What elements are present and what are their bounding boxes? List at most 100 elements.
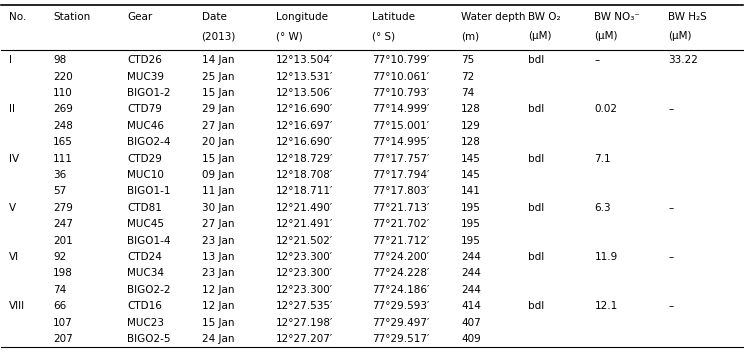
Text: CTD29: CTD29 xyxy=(127,153,162,164)
Text: 244: 244 xyxy=(461,285,481,295)
Text: 247: 247 xyxy=(54,219,73,229)
Text: 111: 111 xyxy=(54,153,73,164)
Text: 145: 145 xyxy=(461,153,481,164)
Text: 20 Jan: 20 Jan xyxy=(202,137,234,147)
Text: 12°27.207′: 12°27.207′ xyxy=(275,334,333,344)
Text: 23 Jan: 23 Jan xyxy=(202,268,234,278)
Text: 77°21.713′: 77°21.713′ xyxy=(372,203,429,213)
Text: V: V xyxy=(9,203,16,213)
Text: –: – xyxy=(669,203,674,213)
Text: 198: 198 xyxy=(54,268,73,278)
Text: 12°21.502′: 12°21.502′ xyxy=(275,235,333,246)
Text: 407: 407 xyxy=(461,318,481,327)
Text: 12°18.708′: 12°18.708′ xyxy=(275,170,333,180)
Text: 12°13.506′: 12°13.506′ xyxy=(275,88,333,98)
Text: IV: IV xyxy=(9,153,19,164)
Text: 269: 269 xyxy=(54,105,73,114)
Text: 77°14.999′: 77°14.999′ xyxy=(372,105,429,114)
Text: 77°15.001′: 77°15.001′ xyxy=(372,121,429,131)
Text: CTD79: CTD79 xyxy=(127,105,162,114)
Text: 244: 244 xyxy=(461,268,481,278)
Text: 279: 279 xyxy=(54,203,73,213)
Text: 12°27.535′: 12°27.535′ xyxy=(275,301,333,311)
Text: 12°23.300′: 12°23.300′ xyxy=(275,285,333,295)
Text: 12°27.198′: 12°27.198′ xyxy=(275,318,333,327)
Text: BIGO2-2: BIGO2-2 xyxy=(127,285,171,295)
Text: CTD16: CTD16 xyxy=(127,301,162,311)
Text: 12°18.711′: 12°18.711′ xyxy=(275,186,333,196)
Text: MUC45: MUC45 xyxy=(127,219,164,229)
Text: CTD24: CTD24 xyxy=(127,252,162,262)
Text: 12°21.490′: 12°21.490′ xyxy=(275,203,333,213)
Text: 11.9: 11.9 xyxy=(594,252,618,262)
Text: 77°10.061′: 77°10.061′ xyxy=(372,71,429,82)
Text: BIGO2-4: BIGO2-4 xyxy=(127,137,171,147)
Text: 195: 195 xyxy=(461,235,481,246)
Text: BW NO₃⁻: BW NO₃⁻ xyxy=(594,12,641,22)
Text: 145: 145 xyxy=(461,170,481,180)
Text: 30 Jan: 30 Jan xyxy=(202,203,234,213)
Text: bdl: bdl xyxy=(527,153,544,164)
Text: bdl: bdl xyxy=(527,252,544,262)
Text: (2013): (2013) xyxy=(202,31,236,41)
Text: 77°21.702′: 77°21.702′ xyxy=(372,219,429,229)
Text: –: – xyxy=(594,55,600,65)
Text: 09 Jan: 09 Jan xyxy=(202,170,234,180)
Text: 23 Jan: 23 Jan xyxy=(202,235,234,246)
Text: Longitude: Longitude xyxy=(275,12,327,22)
Text: 244: 244 xyxy=(461,252,481,262)
Text: –: – xyxy=(669,301,674,311)
Text: 128: 128 xyxy=(461,137,481,147)
Text: 11 Jan: 11 Jan xyxy=(202,186,234,196)
Text: VIII: VIII xyxy=(9,301,25,311)
Text: (° W): (° W) xyxy=(275,31,302,41)
Text: (μM): (μM) xyxy=(527,31,551,41)
Text: 201: 201 xyxy=(54,235,73,246)
Text: Gear: Gear xyxy=(127,12,153,22)
Text: bdl: bdl xyxy=(527,55,544,65)
Text: BIGO1-4: BIGO1-4 xyxy=(127,235,171,246)
Text: 14 Jan: 14 Jan xyxy=(202,55,234,65)
Text: MUC23: MUC23 xyxy=(127,318,164,327)
Text: 77°24.200′: 77°24.200′ xyxy=(372,252,429,262)
Text: 77°29.497′: 77°29.497′ xyxy=(372,318,429,327)
Text: 77°29.593′: 77°29.593′ xyxy=(372,301,429,311)
Text: MUC34: MUC34 xyxy=(127,268,164,278)
Text: MUC10: MUC10 xyxy=(127,170,164,180)
Text: 77°24.186′: 77°24.186′ xyxy=(372,285,429,295)
Text: 6.3: 6.3 xyxy=(594,203,611,213)
Text: BW H₂S: BW H₂S xyxy=(669,12,708,22)
Text: 0.02: 0.02 xyxy=(594,105,618,114)
Text: 12 Jan: 12 Jan xyxy=(202,285,234,295)
Text: 33.22: 33.22 xyxy=(669,55,699,65)
Text: 129: 129 xyxy=(461,121,481,131)
Text: 77°17.794′: 77°17.794′ xyxy=(372,170,429,180)
Text: (° S): (° S) xyxy=(372,31,395,41)
Text: bdl: bdl xyxy=(527,105,544,114)
Text: 75: 75 xyxy=(461,55,474,65)
Text: 57: 57 xyxy=(54,186,66,196)
Text: 207: 207 xyxy=(54,334,73,344)
Text: 7.1: 7.1 xyxy=(594,153,611,164)
Text: bdl: bdl xyxy=(527,301,544,311)
Text: 15 Jan: 15 Jan xyxy=(202,318,234,327)
Text: (m): (m) xyxy=(461,31,479,41)
Text: 15 Jan: 15 Jan xyxy=(202,88,234,98)
Text: 77°10.799′: 77°10.799′ xyxy=(372,55,429,65)
Text: 15 Jan: 15 Jan xyxy=(202,153,234,164)
Text: 74: 74 xyxy=(461,88,474,98)
Text: BIGO1-2: BIGO1-2 xyxy=(127,88,171,98)
Text: BIGO2-5: BIGO2-5 xyxy=(127,334,171,344)
Text: 414: 414 xyxy=(461,301,481,311)
Text: 77°10.793′: 77°10.793′ xyxy=(372,88,429,98)
Text: 27 Jan: 27 Jan xyxy=(202,219,234,229)
Text: 110: 110 xyxy=(54,88,73,98)
Text: 25 Jan: 25 Jan xyxy=(202,71,234,82)
Text: 12°23.300′: 12°23.300′ xyxy=(275,252,333,262)
Text: Water depth: Water depth xyxy=(461,12,525,22)
Text: 107: 107 xyxy=(54,318,73,327)
Text: 128: 128 xyxy=(461,105,481,114)
Text: 77°17.803′: 77°17.803′ xyxy=(372,186,429,196)
Text: 195: 195 xyxy=(461,203,481,213)
Text: 66: 66 xyxy=(54,301,66,311)
